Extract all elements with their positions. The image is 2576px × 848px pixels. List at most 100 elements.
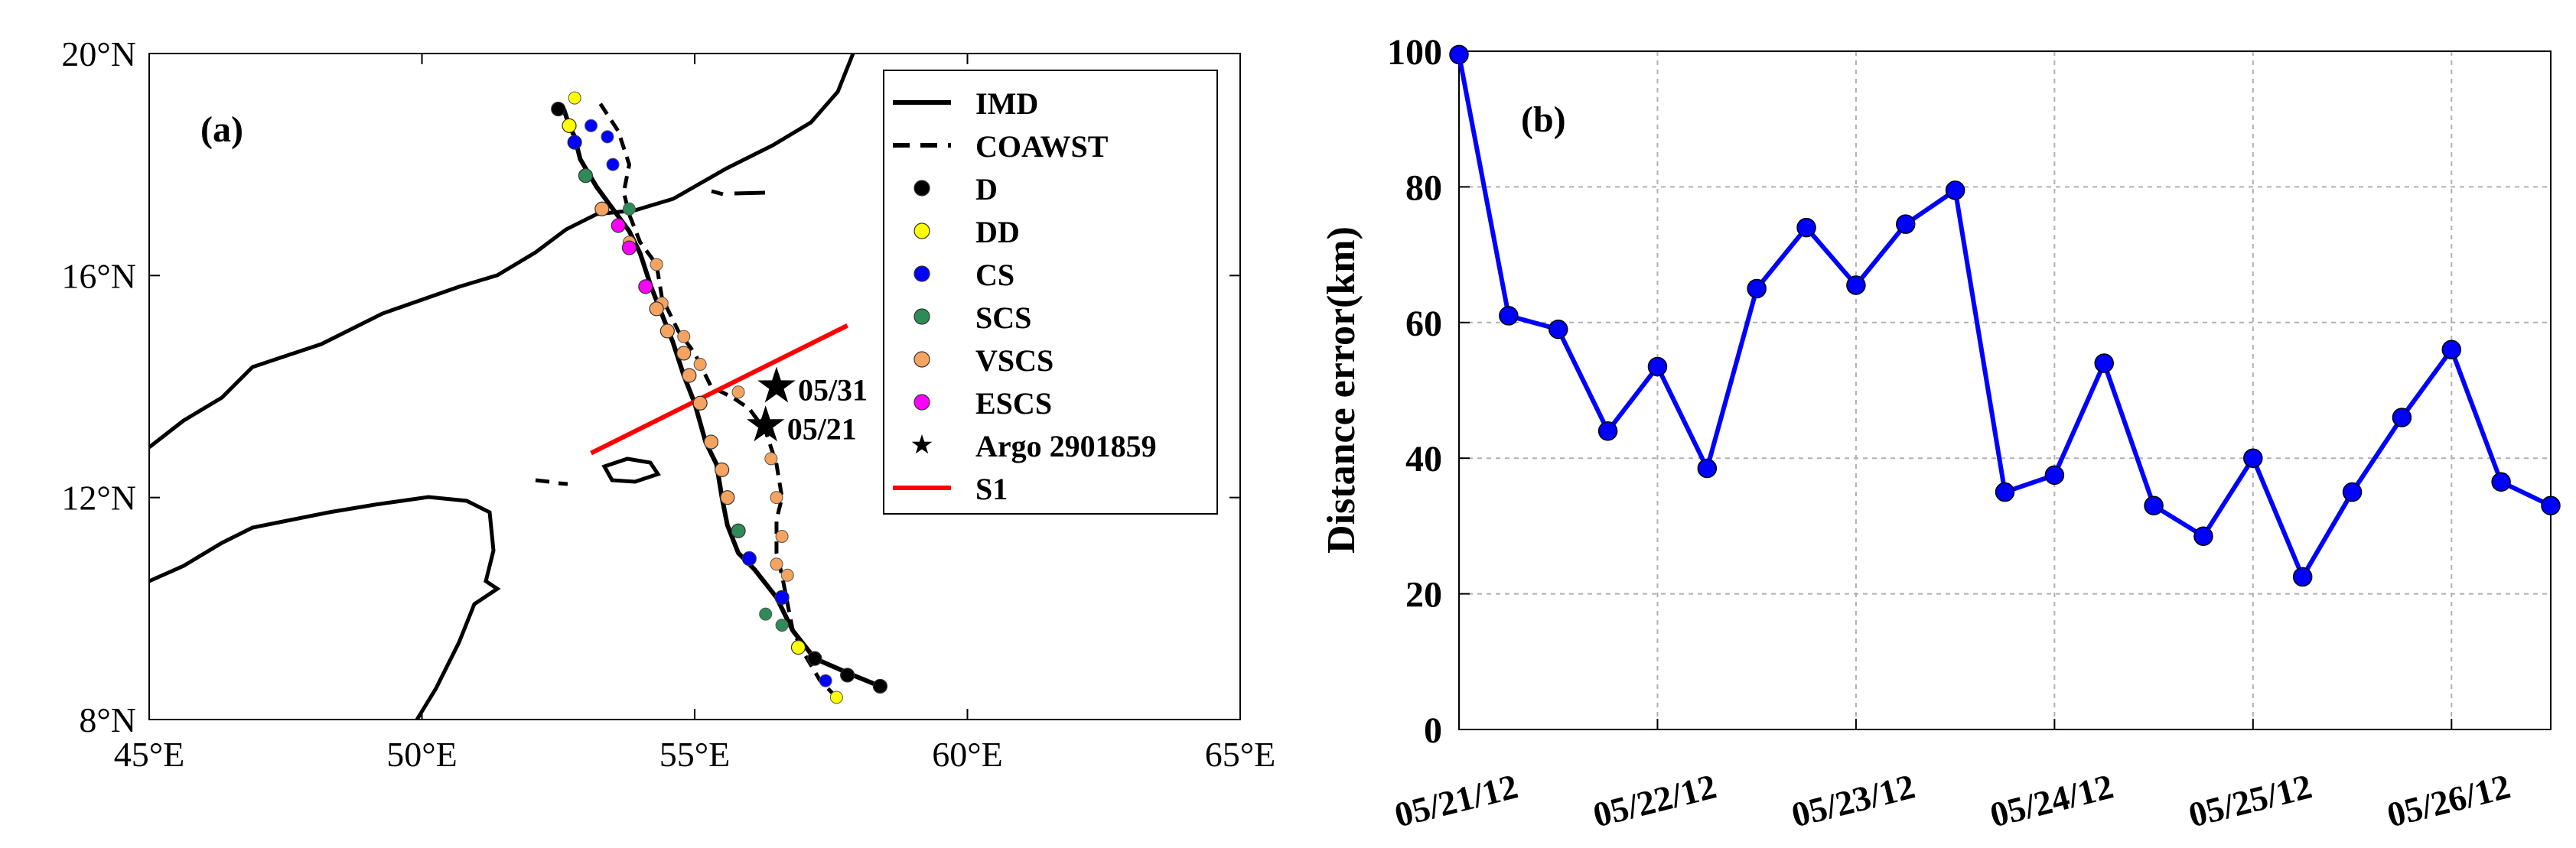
coawst-point-vscs — [770, 557, 783, 571]
distance-error-point — [1747, 278, 1767, 299]
legend-marker-dd — [913, 223, 930, 239]
arabia-coast — [148, 53, 855, 449]
distance-error-point — [2144, 495, 2164, 516]
line-chart-panel: 0 20 40 60 80 100 05/21/12 05/22/12 05/23/12 05/2… — [1320, 32, 2561, 834]
line-chart-frame — [1458, 50, 2552, 730]
legend-item: SCS — [913, 301, 1031, 335]
imd-point-dd — [790, 640, 806, 655]
coawst-point-cs — [585, 119, 598, 132]
legend-item: COAWST — [893, 129, 1109, 164]
legend-box — [883, 70, 1218, 515]
imd-point-cs — [567, 135, 582, 150]
argo-star-1 — [747, 405, 785, 442]
legend-label: DD — [975, 215, 1020, 249]
coawst-point-cs — [601, 130, 614, 144]
coawst-point-cs — [606, 158, 620, 171]
imd-point-vscs — [676, 346, 692, 361]
y-tick-label: 100 — [1387, 32, 1442, 73]
imd-point-scs — [578, 168, 594, 184]
imd-point-cs — [741, 551, 757, 567]
distance-error-point — [1796, 217, 1816, 238]
imd-point-d — [807, 651, 822, 666]
legend-label: Argo 2901859 — [975, 429, 1157, 463]
distance-error-point — [1846, 275, 1866, 295]
imd-point-scs — [731, 523, 746, 538]
legend-label: CS — [975, 258, 1014, 292]
imd-point-vscs — [720, 490, 735, 505]
legend-label: VSCS — [975, 343, 1054, 378]
legend-argo-star-symbol — [911, 434, 933, 454]
distance-error-point — [2193, 526, 2213, 546]
y-tick-label: 20 — [1405, 575, 1442, 616]
legend-marker-escs — [913, 394, 930, 411]
coawst-point-vscs — [677, 330, 691, 343]
imd-point-d — [840, 668, 855, 683]
map-y-tick-label: 16°N — [61, 256, 136, 295]
distance-error-point — [1697, 458, 1718, 479]
map-x-tick-label: 50°E — [386, 735, 458, 774]
imd-point-d — [872, 678, 888, 694]
imd-point-vscs — [594, 201, 610, 216]
coastlines — [148, 53, 855, 721]
y-axis-title: Distance error(km) — [1320, 226, 1363, 554]
coawst-point-scs — [775, 619, 789, 632]
oman-island — [711, 189, 766, 197]
x-tick-label: 05/21/12 — [1391, 766, 1522, 834]
y-tick-label: 80 — [1405, 167, 1442, 208]
distance-error-point — [1945, 180, 1965, 200]
x-tick-label: 05/26/12 — [2383, 766, 2514, 834]
imd-point-vscs — [715, 462, 730, 477]
map-x-tick-label: 65°E — [1205, 735, 1276, 774]
legend-label: COAWST — [975, 129, 1109, 164]
legend-marker-cs — [913, 265, 930, 282]
coawst-point-vscs — [775, 529, 789, 543]
distance-error-point — [1548, 319, 1568, 340]
coawst-point-scs — [622, 202, 636, 216]
distance-error-point — [1449, 44, 1469, 65]
map-y-tick-label: 12°N — [61, 479, 136, 518]
y-tick-label: 60 — [1405, 304, 1442, 344]
coawst-point-vscs — [650, 258, 663, 271]
distance-error-point — [1499, 306, 1519, 326]
legend-item: DD — [913, 215, 1020, 249]
panel-b-label: (b) — [1521, 99, 1566, 140]
imd-point-vscs — [703, 434, 718, 450]
legend-item: CS — [913, 258, 1014, 292]
legend-item: Argo 2901859 — [911, 429, 1157, 463]
distance-error-point — [1597, 421, 1618, 441]
coawst-point-vscs — [764, 452, 778, 466]
legend-marker-scs — [913, 308, 930, 325]
imd-point-vscs — [682, 368, 697, 383]
map-x-tick-label: 45°E — [114, 735, 185, 774]
imd-point-vscs — [659, 323, 675, 339]
imd-point-escs — [638, 279, 653, 294]
distance-error-point — [2292, 567, 2313, 587]
legend-label: SCS — [975, 301, 1031, 335]
imd-point-vscs — [649, 301, 664, 317]
distance-error-point — [2243, 448, 2263, 468]
imd-point-vscs — [692, 395, 708, 411]
y-tick-label: 0 — [1424, 710, 1442, 751]
argo-date-label: 05/21 — [787, 411, 857, 446]
distance-error-point — [1896, 214, 1916, 234]
s1-section-line — [590, 323, 848, 456]
distance-error-point — [2342, 482, 2363, 502]
legend-item: ESCS — [913, 386, 1052, 421]
distance-error-point — [1647, 356, 1668, 377]
distance-error-point — [2044, 465, 2065, 486]
map-y-tick-label: 20°N — [61, 34, 136, 73]
coawst-point-dd — [829, 690, 843, 704]
distance-error-point — [2392, 408, 2412, 427]
argo-star-0 — [757, 366, 796, 403]
coawst-track — [594, 96, 839, 699]
x-tick-label: 05/24/12 — [1986, 766, 2117, 834]
x-tick-label: 05/22/12 — [1589, 766, 1720, 834]
distance-error-point — [2094, 353, 2114, 373]
argo-date-label: 05/31 — [798, 373, 868, 408]
legend-item: VSCS — [913, 343, 1054, 378]
map-x-tick-label: 60°E — [932, 735, 1003, 774]
distance-error-point — [2441, 340, 2462, 360]
x-tick-label: 05/25/12 — [2185, 766, 2316, 834]
